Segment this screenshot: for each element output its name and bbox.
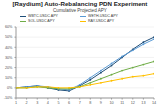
svg-text:10: 10	[109, 101, 113, 105]
html-text:Cumulative Projected APY: Cumulative Projected APY	[53, 8, 107, 13]
svg-text:11: 11	[120, 101, 124, 105]
svg-text:50%: 50%	[8, 35, 13, 39]
svg-text:40%: 40%	[8, 46, 13, 50]
svg-text:20%: 20%	[8, 66, 13, 70]
svg-text:0%: 0%	[8, 86, 13, 90]
svg-text:8: 8	[89, 101, 91, 105]
svg-text:3: 3	[36, 101, 38, 105]
svg-text:5: 5	[57, 101, 59, 105]
html-text:RAY-USDC APY: RAY-USDC APY	[88, 19, 115, 23]
svg-text:4: 4	[47, 101, 49, 105]
svg-text:10%: 10%	[8, 76, 13, 80]
svg-text:13: 13	[141, 101, 145, 105]
svg-text:7: 7	[79, 101, 81, 105]
svg-text:-10%: -10%	[8, 96, 13, 100]
html-text:WBTC-USDC APY: WBTC-USDC APY	[28, 14, 58, 18]
html-text:WETH-USDC APY: WETH-USDC APY	[88, 14, 118, 18]
svg-text:12: 12	[131, 101, 135, 105]
svg-text:6: 6	[68, 101, 70, 105]
svg-text:1: 1	[15, 101, 17, 105]
html-text:SOL-USDC APY: SOL-USDC APY	[28, 19, 55, 23]
svg-text:9: 9	[100, 101, 102, 105]
svg-text:60%: 60%	[8, 25, 13, 29]
svg-text:14: 14	[152, 101, 153, 105]
svg-text:30%: 30%	[8, 56, 13, 60]
svg-text:2: 2	[26, 101, 28, 105]
html-text:[Raydium] Auto-Rebalancing PDN: [Raydium] Auto-Rebalancing PDN Experimen…	[12, 0, 148, 7]
